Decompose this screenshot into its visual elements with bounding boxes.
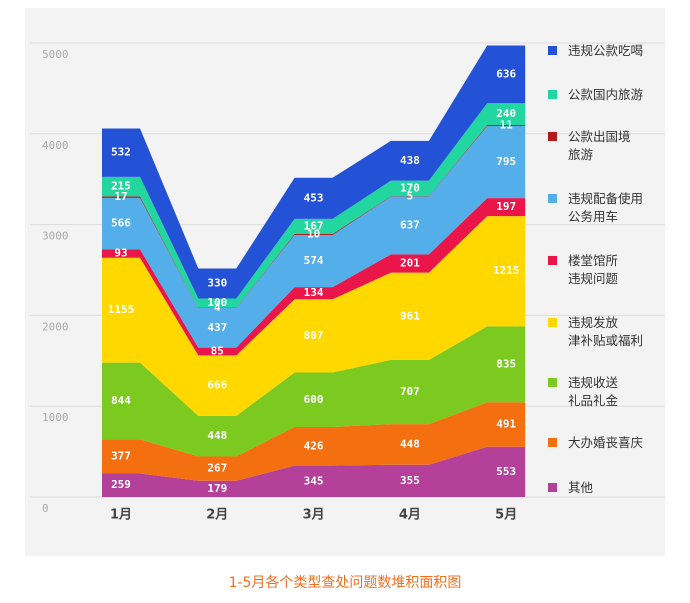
legend-swatch — [548, 194, 557, 203]
area — [102, 45, 526, 299]
value-label: 85 — [211, 344, 224, 357]
value-label: 574 — [304, 254, 324, 267]
value-label: 10 — [307, 227, 320, 240]
y-tick-label: 1000 — [42, 411, 69, 424]
area — [102, 198, 526, 356]
value-label: 11 — [500, 118, 514, 131]
legend-swatch — [548, 318, 557, 327]
value-label: 259 — [111, 478, 131, 491]
value-label: 377 — [111, 449, 131, 462]
value-label: 835 — [496, 357, 516, 370]
legend-item: 违规配备使用 公务用车 — [548, 190, 643, 226]
value-label: 201 — [400, 257, 420, 270]
value-label: 795 — [496, 155, 516, 168]
x-tick-label: 3月 — [303, 508, 325, 523]
value-label: 426 — [304, 439, 324, 452]
value-label: 566 — [111, 217, 131, 230]
area — [102, 402, 526, 481]
area — [102, 103, 526, 308]
value-label: 100 — [207, 296, 227, 309]
legend-item: 违规公款吃喝 — [548, 42, 643, 60]
y-tick-label: 0 — [42, 502, 49, 515]
value-label: 438 — [400, 154, 420, 167]
legend-swatch — [548, 256, 557, 265]
legend-label: 违规收送 礼品礼金 — [568, 375, 619, 408]
value-label: 355 — [400, 474, 420, 487]
legend-item: 公款出国境 旅游 — [548, 128, 631, 164]
legend-label: 公款出国境 旅游 — [568, 129, 631, 162]
area — [102, 446, 526, 497]
legend-swatch — [548, 483, 557, 492]
legend-item: 其他 — [548, 479, 593, 497]
value-label: 197 — [496, 200, 516, 213]
value-label: 1215 — [493, 264, 520, 277]
value-label: 179 — [207, 482, 227, 495]
value-label: 93 — [114, 247, 127, 260]
x-tick-label: 4月 — [399, 508, 421, 523]
value-label: 707 — [400, 385, 420, 398]
value-label: 844 — [111, 394, 131, 407]
legend-label: 楼堂馆所 违规问题 — [568, 253, 619, 286]
legend-label: 违规发放 津补贴或福利 — [568, 315, 644, 348]
value-label: 4 — [214, 301, 221, 314]
value-label: 600 — [304, 393, 324, 406]
area — [102, 216, 526, 416]
area — [102, 125, 526, 348]
legend-item: 楼堂馆所 违规问题 — [548, 252, 618, 288]
legend-label: 公款国内旅游 — [568, 87, 644, 102]
legend-item: 大办婚丧喜庆 — [548, 434, 643, 452]
value-label: 453 — [304, 191, 324, 204]
value-label: 491 — [496, 417, 516, 430]
caption: 1-5月各个类型查处问题数堆积面积图 — [228, 575, 462, 591]
value-label: 330 — [207, 277, 227, 290]
legend-label: 大办婚丧喜庆 — [568, 435, 644, 450]
legend-item: 公款国内旅游 — [548, 86, 643, 104]
legend-label: 违规配备使用 公务用车 — [568, 191, 644, 224]
value-label: 636 — [496, 67, 516, 80]
legend-swatch — [548, 90, 557, 99]
legend-label: 其他 — [568, 480, 594, 495]
value-label: 170 — [400, 181, 420, 194]
y-tick-label: 3000 — [42, 230, 69, 243]
value-label: 961 — [400, 309, 420, 322]
value-label: 1155 — [108, 303, 135, 316]
y-tick-label: 4000 — [42, 139, 69, 152]
value-label: 267 — [207, 462, 227, 475]
value-label: 437 — [207, 321, 227, 334]
value-label: 345 — [304, 474, 324, 487]
legend-swatch — [548, 378, 557, 387]
y-tick-label: 5000 — [42, 48, 69, 61]
legend-swatch — [548, 132, 557, 141]
x-tick-label: 1月 — [110, 508, 132, 523]
x-tick-label: 2月 — [206, 508, 228, 523]
area — [102, 326, 526, 457]
value-label: 167 — [304, 219, 324, 232]
value-label: 807 — [304, 329, 324, 342]
value-label: 637 — [400, 218, 420, 231]
value-label: 17 — [114, 190, 127, 203]
value-label: 240 — [496, 107, 516, 120]
legend-swatch — [548, 46, 557, 55]
value-label: 448 — [400, 437, 420, 450]
value-label: 553 — [496, 465, 516, 478]
legend-item: 违规收送 礼品礼金 — [548, 374, 618, 410]
value-label: 448 — [207, 429, 227, 442]
legend-label: 违规公款吃喝 — [568, 43, 644, 58]
value-label: 666 — [207, 379, 227, 392]
y-tick-label: 2000 — [42, 320, 69, 333]
value-label: 134 — [304, 286, 324, 299]
legend-item: 违规发放 津补贴或福利 — [548, 314, 643, 350]
value-label: 215 — [111, 180, 131, 193]
x-tick-label: 5月 — [495, 508, 517, 523]
legend-swatch — [548, 438, 557, 447]
value-label: 5 — [407, 189, 414, 202]
value-label: 532 — [111, 146, 131, 159]
